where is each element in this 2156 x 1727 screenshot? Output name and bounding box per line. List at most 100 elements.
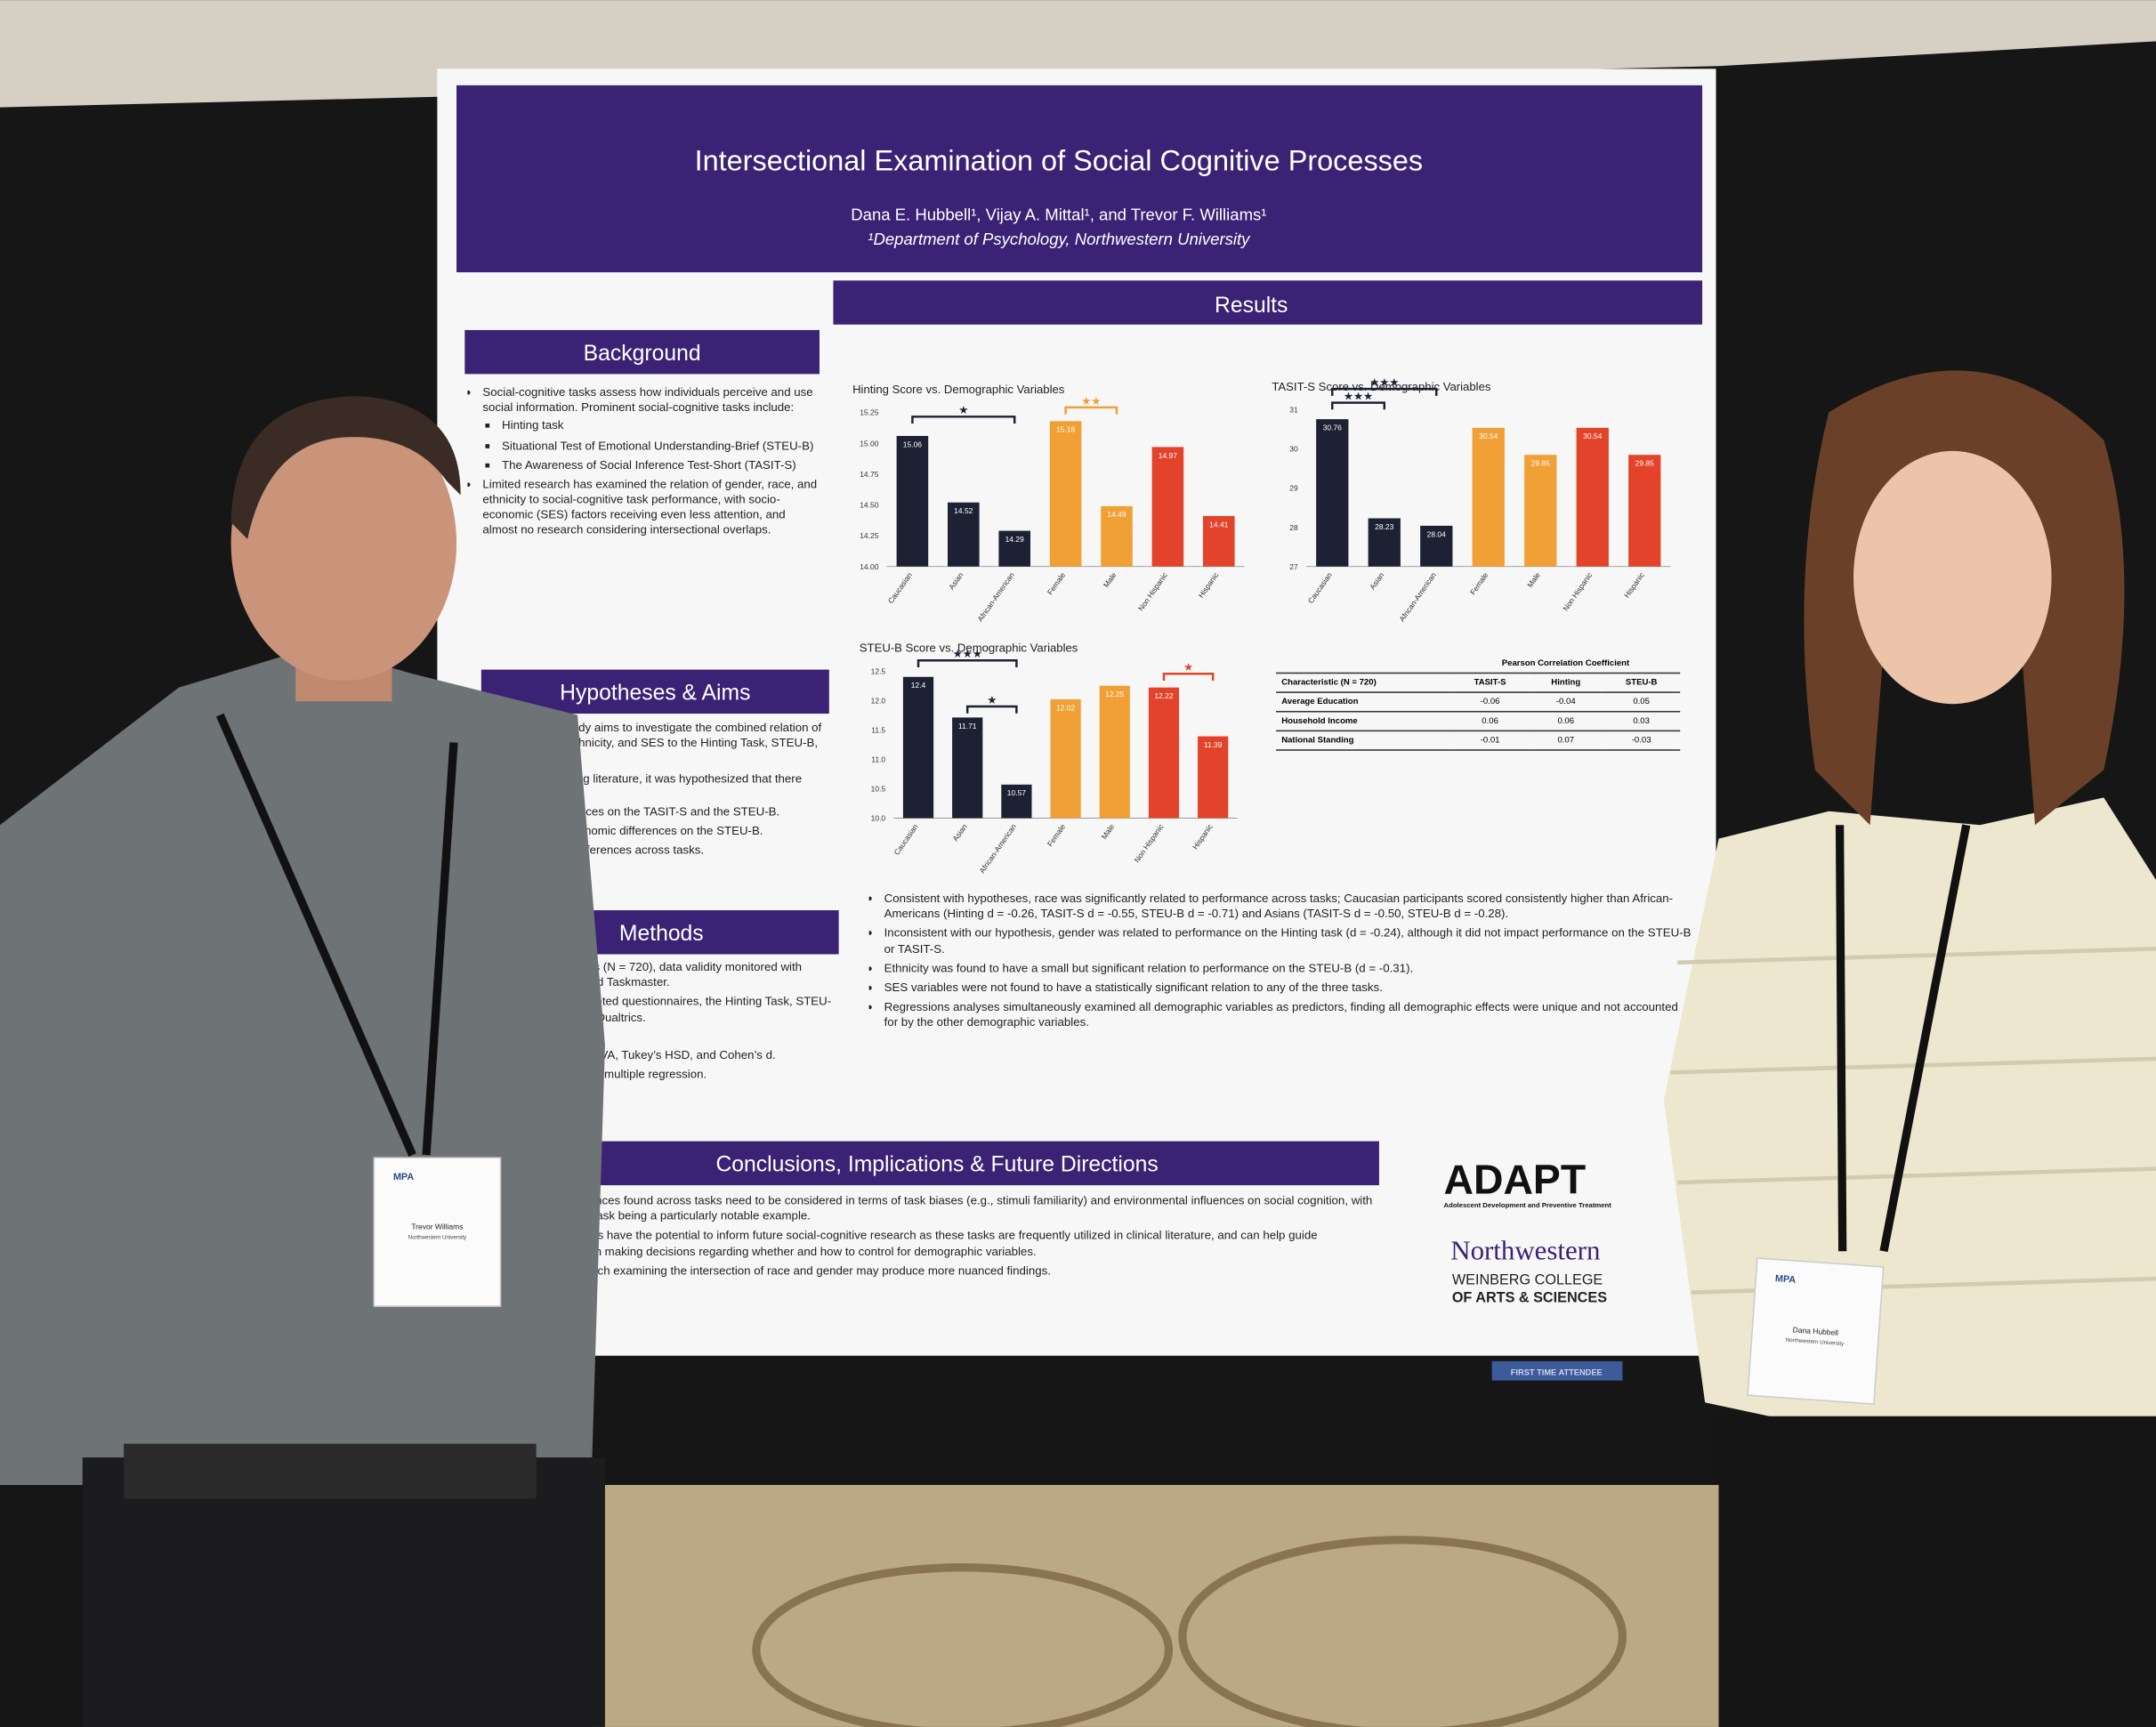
significance-bracket bbox=[911, 416, 1016, 424]
bar bbox=[1576, 427, 1609, 567]
bar bbox=[1202, 515, 1235, 567]
person-hair bbox=[230, 396, 461, 539]
bar bbox=[1524, 455, 1557, 567]
table-cell: Household Income bbox=[1276, 711, 1451, 732]
badge-org: MPA bbox=[393, 1172, 414, 1182]
bar bbox=[1472, 427, 1505, 567]
bullet: Social-cognitive tasks assess how indivi… bbox=[482, 385, 820, 473]
stripe bbox=[1677, 946, 2156, 965]
bar bbox=[948, 502, 980, 567]
value-label: 30.54 bbox=[1479, 432, 1498, 440]
table-header: STEU-B bbox=[1602, 673, 1681, 693]
stripe bbox=[1670, 1056, 2156, 1075]
poster-affiliation: ¹Department of Psychology, Northwestern … bbox=[868, 230, 1251, 248]
bullet: Consistent with hypotheses, race was sig… bbox=[884, 891, 1694, 922]
table-cell bbox=[1276, 654, 1451, 674]
bullet-text: Inconsistent with our hypothesis, gender… bbox=[884, 925, 1692, 956]
section-header bbox=[833, 280, 1703, 325]
table-cell: 0.06 bbox=[1529, 711, 1603, 732]
value-label: 12.25 bbox=[1105, 690, 1125, 698]
y-tick-label: 12.5 bbox=[871, 666, 886, 675]
bar bbox=[1148, 687, 1180, 819]
bullet-text: Racial differences found across tasks ne… bbox=[526, 1193, 1373, 1223]
significance-bracket bbox=[1331, 387, 1438, 396]
bullet: Regressions analyses simultaneously exam… bbox=[884, 1000, 1694, 1031]
ribbon-text: FIRST TIME ATTENDEE bbox=[1511, 1368, 1603, 1376]
value-label: 28.04 bbox=[1427, 529, 1447, 538]
significance-bracket bbox=[1064, 406, 1118, 415]
text-block: Consistent with hypotheses, race was sig… bbox=[869, 891, 1694, 1118]
table-title: Pearson Correlation Coefficient bbox=[1450, 654, 1681, 674]
y-tick-label: 28 bbox=[1289, 523, 1298, 532]
value-label: 14.29 bbox=[1005, 535, 1025, 544]
y-tick-label: 11.0 bbox=[871, 755, 885, 763]
results-heading: Results bbox=[1215, 294, 1288, 318]
bar bbox=[1316, 419, 1349, 567]
bar bbox=[1049, 421, 1082, 567]
y-tick-label: 10.0 bbox=[871, 814, 886, 823]
table-row: National Standing -0.01 0.07 -0.03 bbox=[1276, 730, 1681, 751]
bar bbox=[1198, 736, 1229, 819]
significance-bracket bbox=[965, 705, 1018, 714]
bullet: Future research examining the intersecti… bbox=[527, 1263, 1381, 1279]
people: MPA Trevor Williams Northwestern Universit… bbox=[0, 370, 2156, 1727]
logo-northwestern: Northwestern bbox=[1450, 1235, 1600, 1266]
bullet-text: Ethnicity was found to have a small but … bbox=[884, 960, 1414, 975]
table-cell: 0.03 bbox=[1602, 711, 1681, 732]
table-cell: 0.05 bbox=[1602, 692, 1681, 713]
sub-list: Hinting task Situational Test of Emotiona… bbox=[482, 418, 820, 472]
bar bbox=[1368, 518, 1401, 567]
bar bbox=[902, 676, 934, 819]
poster-content: Background Social-cognitive tasks assess … bbox=[464, 330, 1693, 1381]
value-label: 11.71 bbox=[958, 722, 977, 730]
value-label: 30.54 bbox=[1583, 432, 1603, 440]
logo-college: OF ARTS & SCIENCES bbox=[1452, 1289, 1607, 1305]
table-row: Average Education -0.06 -0.04 0.05 bbox=[1276, 692, 1681, 713]
person-shirt bbox=[1663, 797, 2156, 1499]
significance-stars: ★★★ bbox=[1344, 390, 1373, 402]
significance-bracket bbox=[917, 658, 1018, 667]
value-label: 11.39 bbox=[1204, 740, 1223, 749]
badge-card bbox=[373, 1157, 502, 1307]
value-label: 29.85 bbox=[1635, 459, 1655, 468]
bullet-list: Consistent with hypotheses, race was sig… bbox=[869, 891, 1694, 1030]
significance-stars: ★★★ bbox=[1369, 376, 1399, 389]
y-tick-label: 14.50 bbox=[860, 501, 879, 510]
value-label: 10.57 bbox=[1007, 788, 1027, 797]
badge-org: MPA bbox=[1775, 1273, 1797, 1286]
section-heading: Conclusions, Implications & Future Direc… bbox=[715, 1153, 1158, 1177]
sub-bullet: Hinting task bbox=[502, 418, 820, 433]
badge: MPA Trevor Williams Northwestern Universit… bbox=[373, 1157, 502, 1307]
chart-title: Hinting Score vs. Demographic Variables bbox=[852, 383, 1065, 396]
sub-bullet: Situational Test of Emotional Understand… bbox=[502, 438, 820, 453]
badge-affiliation: Northwestern University bbox=[408, 1234, 467, 1240]
value-label: 12.22 bbox=[1154, 691, 1174, 700]
text-block: Social-cognitive tasks assess how indivi… bbox=[467, 385, 820, 667]
bullet-text: These findings have the potential to inf… bbox=[526, 1228, 1318, 1258]
y-tick-label: 10.5 bbox=[871, 785, 886, 794]
significance-stars: ★★★ bbox=[953, 648, 982, 660]
value-label: 15.18 bbox=[1056, 425, 1076, 434]
significance-bracket bbox=[1331, 401, 1386, 410]
person-face bbox=[1853, 450, 2052, 705]
bullet-text: Regressions analyses simultaneously exam… bbox=[884, 999, 1678, 1029]
bullet-text: Social-cognitive tasks assess how indivi… bbox=[482, 384, 813, 415]
title-banner bbox=[456, 85, 1703, 273]
bullet-text: Consistent with hypotheses, race was sig… bbox=[884, 891, 1674, 921]
person-pants bbox=[1718, 1416, 2156, 1727]
table-header: TASIT-S bbox=[1450, 673, 1530, 693]
y-tick-label: 14.75 bbox=[860, 470, 879, 479]
stripe bbox=[1677, 1166, 2156, 1185]
bullet: Inconsistent with our hypothesis, gender… bbox=[884, 926, 1694, 957]
badge-affiliation: Northwestern University bbox=[1786, 1337, 1845, 1348]
person-pants bbox=[82, 1457, 605, 1727]
y-tick-label: 14.00 bbox=[860, 562, 879, 571]
poster-authors: Dana E. Hubbell¹, Vijay A. Mittal¹, and … bbox=[851, 205, 1266, 223]
text-block-body: Social-cognitive tasks assess how indivi… bbox=[467, 385, 820, 538]
table-cell: 0.07 bbox=[1529, 730, 1603, 751]
bar bbox=[1001, 784, 1032, 819]
section-heading: Methods bbox=[619, 922, 704, 946]
y-tick-label: 14.25 bbox=[860, 531, 879, 540]
badge-name: Trevor Williams bbox=[411, 1223, 463, 1231]
table-cell: Average Education bbox=[1276, 692, 1451, 713]
